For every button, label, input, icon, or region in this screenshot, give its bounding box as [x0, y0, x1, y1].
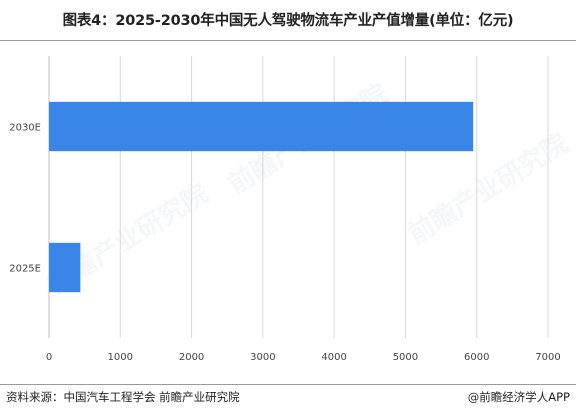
category-label: 2030E	[9, 123, 41, 134]
bar	[49, 242, 81, 293]
category-label: 2025E	[9, 264, 41, 275]
x-tick-label: 1000	[108, 352, 133, 363]
x-tick-label: 5000	[393, 352, 418, 363]
source-note: 资料来源：中国汽车工程学会 前瞻产业研究院	[6, 390, 240, 404]
bar-chart: 2030E 2025E 0 1000 2000 3000 4000 5000 6000 7000	[9, 56, 561, 363]
x-tick-label: 0	[46, 352, 52, 363]
credit-note: @前瞻经济学人APP	[467, 390, 570, 404]
x-tick-label: 6000	[464, 352, 489, 363]
footer-divider	[0, 384, 576, 385]
x-tick-label: 7000	[535, 352, 560, 363]
bar	[49, 101, 474, 152]
x-tick-label: 2000	[179, 352, 204, 363]
title-divider	[0, 40, 576, 41]
x-tick-label: 3000	[250, 352, 275, 363]
chart-title: 图表4：2025-2030年中国无人驾驶物流车产业产值增量(单位：亿元)	[62, 13, 514, 29]
x-tick-label: 4000	[321, 352, 346, 363]
